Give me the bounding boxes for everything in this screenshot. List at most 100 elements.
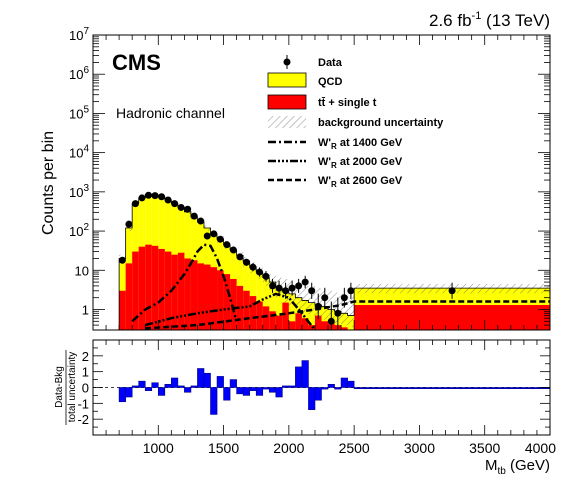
ttbar-bar — [217, 270, 224, 330]
ratio-bar — [131, 385, 140, 388]
y-tick-label: 10 — [75, 263, 89, 278]
data-point — [301, 278, 309, 286]
ratio-y-tick-label: 0 — [82, 381, 89, 396]
ratio-y-tick-label: 1 — [82, 365, 89, 380]
y-axis-title: Counts per bin — [40, 131, 57, 235]
data-point — [118, 256, 126, 264]
legend-wp1400: W'R at 1400 GeV — [268, 137, 403, 151]
ratio-bar — [262, 387, 270, 390]
ttbar-bar — [125, 263, 133, 330]
ratio-bar — [282, 385, 290, 388]
legend-data-label: Data — [318, 57, 343, 69]
data-point — [295, 282, 303, 290]
data-point — [327, 317, 335, 325]
lumi-label: 2.6 fb-1 (13 TeV) — [429, 10, 550, 30]
data-point — [242, 258, 250, 266]
ttbar-bar — [282, 302, 289, 330]
data-point — [197, 217, 205, 225]
ttbar-bar — [190, 260, 198, 330]
legend-unc: background uncertainty — [268, 116, 444, 129]
ttbar-bar — [249, 296, 257, 330]
data-point — [203, 232, 211, 240]
ttbar-bar — [132, 251, 139, 330]
ratio-bar — [308, 387, 316, 410]
ttbar-bar — [314, 315, 322, 330]
ttbar-bar — [275, 315, 283, 330]
ttbar-bar — [151, 245, 159, 330]
y-tick-label: 1 — [82, 302, 89, 317]
data-point — [151, 192, 159, 200]
data-point — [158, 193, 166, 201]
ratio-bar — [203, 372, 211, 388]
data-point — [308, 287, 316, 295]
ratio-bar — [340, 377, 348, 388]
ttbar-bar — [295, 313, 302, 330]
ratio-bar — [197, 368, 205, 388]
ratio-bar — [288, 385, 296, 388]
legend-wp2600-label: W'R at 2600 GeV — [318, 175, 403, 189]
ratio-bar — [275, 387, 283, 398]
data-point — [255, 268, 263, 276]
ttbar-bar — [269, 311, 276, 330]
ratio-y-axis-title-bottom: total uncertainty — [67, 352, 78, 423]
uncertainty-band — [341, 293, 348, 326]
legend-wp2000-label: W'R at 2000 GeV — [318, 156, 403, 170]
ttbar-bar — [197, 263, 204, 330]
legend-unc-swatch — [268, 116, 306, 128]
data-point — [164, 196, 172, 204]
ttbar-bar — [171, 254, 178, 330]
data-point — [177, 203, 185, 211]
uncertainty-band — [301, 283, 309, 314]
ttbar-bar — [203, 264, 211, 330]
data-point — [229, 246, 237, 254]
x-tick-label: 3000 — [404, 440, 435, 456]
ratio-bar — [347, 380, 355, 388]
ratio-bar — [242, 387, 250, 396]
x-axis-title: Mtb (GeV) — [485, 457, 550, 477]
data-point — [340, 294, 348, 302]
ttbar-bar — [138, 246, 146, 330]
ttbar-bar — [119, 290, 126, 330]
data-point — [275, 284, 283, 292]
legend-ttbar-swatch — [267, 94, 307, 110]
ttbar-bar — [223, 274, 231, 330]
ttbar-bar — [177, 252, 185, 330]
y-tick-label: 102 — [69, 222, 89, 239]
ratio-bar — [184, 387, 192, 393]
legend-qcd-swatch — [267, 72, 307, 88]
data-point — [138, 194, 146, 202]
ttbar-bar — [210, 267, 218, 330]
ratio-bar — [249, 387, 257, 391]
x-tick-label: 1500 — [208, 440, 239, 456]
ratio-bar — [353, 387, 550, 390]
qcd-bar — [262, 277, 270, 330]
data-point — [347, 287, 355, 295]
qcd-bar — [275, 288, 283, 330]
y-tick-label: 104 — [69, 144, 89, 161]
legend-wp2000: W'R at 2000 GeV — [268, 156, 403, 170]
data-point — [184, 205, 192, 213]
legend-wp1400-label: W'R at 1400 GeV — [318, 137, 403, 151]
ttbar-bar — [321, 321, 329, 330]
uncertainty-band — [295, 282, 302, 310]
y-tick-label: 103 — [69, 183, 89, 200]
data-point — [334, 309, 342, 317]
x-tick-label: 1000 — [143, 440, 174, 456]
ttbar-bar — [164, 251, 172, 330]
ratio-bar — [144, 387, 153, 391]
plot-frame — [92, 34, 551, 331]
ratio-bar — [216, 376, 224, 388]
ratio-bar — [295, 366, 303, 388]
ttbar-bar — [145, 244, 152, 330]
data-point — [125, 220, 133, 228]
ttbar-bar — [341, 327, 348, 330]
ttbar-bar — [301, 318, 309, 330]
ttbar-bar — [354, 305, 550, 330]
data-point — [210, 230, 218, 238]
ratio-bar — [210, 387, 218, 415]
qcd-bar — [269, 282, 276, 330]
ratio-bar — [229, 379, 237, 388]
signal-2000-line — [144, 292, 316, 330]
legend-qcd: QCD — [267, 72, 343, 88]
